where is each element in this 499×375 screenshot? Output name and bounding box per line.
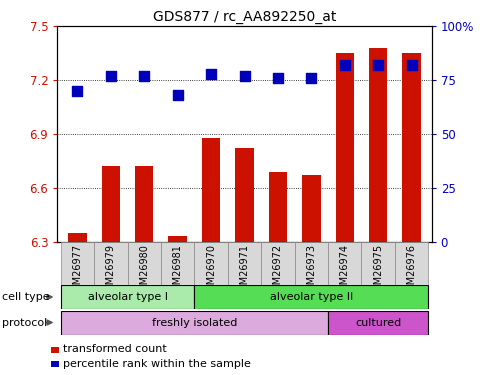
- Bar: [236, 148, 253, 242]
- Bar: [302, 176, 320, 242]
- Point: [307, 75, 315, 81]
- Text: GSM26970: GSM26970: [206, 244, 216, 297]
- Bar: [51, 361, 59, 367]
- Bar: [102, 166, 120, 242]
- Point: [73, 88, 81, 94]
- Point: [241, 73, 249, 79]
- Text: cultured: cultured: [355, 318, 401, 328]
- Bar: [61, 242, 94, 285]
- Bar: [395, 242, 428, 285]
- Text: alveolar type I: alveolar type I: [87, 292, 168, 302]
- Text: GSM26975: GSM26975: [373, 244, 383, 297]
- Text: GSM26972: GSM26972: [273, 244, 283, 297]
- Bar: [294, 242, 328, 285]
- Text: cell type: cell type: [2, 292, 50, 302]
- Bar: [261, 242, 294, 285]
- Point: [107, 73, 115, 79]
- Text: GSM26973: GSM26973: [306, 244, 316, 297]
- Point: [174, 92, 182, 98]
- Bar: [369, 48, 387, 242]
- Bar: [161, 242, 195, 285]
- Text: freshly isolated: freshly isolated: [152, 318, 237, 328]
- Text: GSM26979: GSM26979: [106, 244, 116, 297]
- Point: [374, 62, 382, 68]
- Text: alveolar type II: alveolar type II: [270, 292, 353, 302]
- Text: GSM26977: GSM26977: [72, 244, 82, 297]
- Point: [408, 62, 416, 68]
- Point: [341, 62, 349, 68]
- Bar: [135, 166, 154, 242]
- Bar: [361, 242, 395, 285]
- Text: GSM26976: GSM26976: [407, 244, 417, 297]
- Bar: [195, 285, 428, 309]
- Text: GSM26981: GSM26981: [173, 244, 183, 297]
- Title: GDS877 / rc_AA892250_at: GDS877 / rc_AA892250_at: [153, 10, 336, 24]
- Bar: [169, 237, 187, 242]
- Bar: [195, 242, 228, 285]
- Text: transformed count: transformed count: [63, 345, 167, 354]
- Bar: [128, 242, 161, 285]
- Bar: [402, 53, 421, 242]
- Bar: [328, 242, 361, 285]
- Bar: [328, 310, 428, 335]
- Bar: [61, 285, 195, 309]
- Point: [140, 73, 148, 79]
- Text: percentile rank within the sample: percentile rank within the sample: [63, 359, 251, 369]
- Text: GSM26974: GSM26974: [340, 244, 350, 297]
- Bar: [68, 233, 87, 242]
- Bar: [202, 138, 220, 242]
- Bar: [61, 310, 328, 335]
- Bar: [51, 346, 59, 352]
- Text: GSM26971: GSM26971: [240, 244, 250, 297]
- Bar: [94, 242, 128, 285]
- Text: GSM26980: GSM26980: [139, 244, 149, 297]
- Bar: [269, 172, 287, 242]
- Point: [207, 70, 215, 77]
- Bar: [335, 53, 354, 242]
- Point: [274, 75, 282, 81]
- Text: protocol: protocol: [2, 318, 48, 327]
- Bar: [228, 242, 261, 285]
